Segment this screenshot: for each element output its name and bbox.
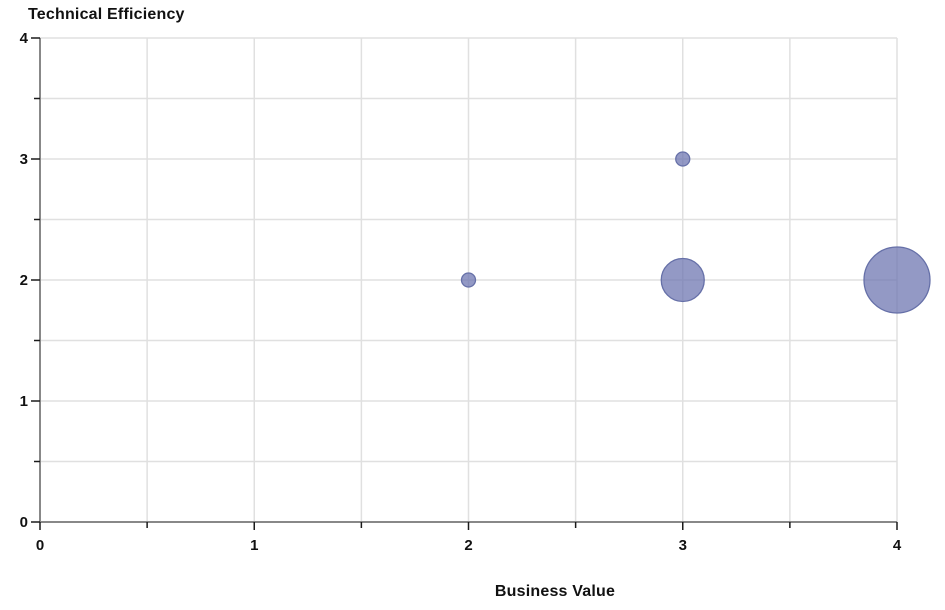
x-tick-label: 3 xyxy=(679,537,687,554)
y-tick-label: 3 xyxy=(20,151,28,168)
y-tick-label: 1 xyxy=(20,393,28,410)
y-tick-label: 0 xyxy=(20,514,28,531)
bubble-point xyxy=(660,257,705,303)
x-tick-label: 4 xyxy=(893,537,902,554)
x-axis-title: Business Value xyxy=(494,583,616,600)
x-tick-label: 1 xyxy=(250,537,258,554)
y-tick-label: 2 xyxy=(20,272,28,289)
bubble-point xyxy=(675,151,691,167)
bubble-point xyxy=(460,272,477,288)
bubble-point xyxy=(863,246,931,314)
y-axis-title: Technical Efficiency xyxy=(28,6,185,23)
x-tick-label: 2 xyxy=(464,537,472,554)
y-tick-label: 4 xyxy=(20,30,29,47)
x-tick-label: 0 xyxy=(36,537,44,554)
